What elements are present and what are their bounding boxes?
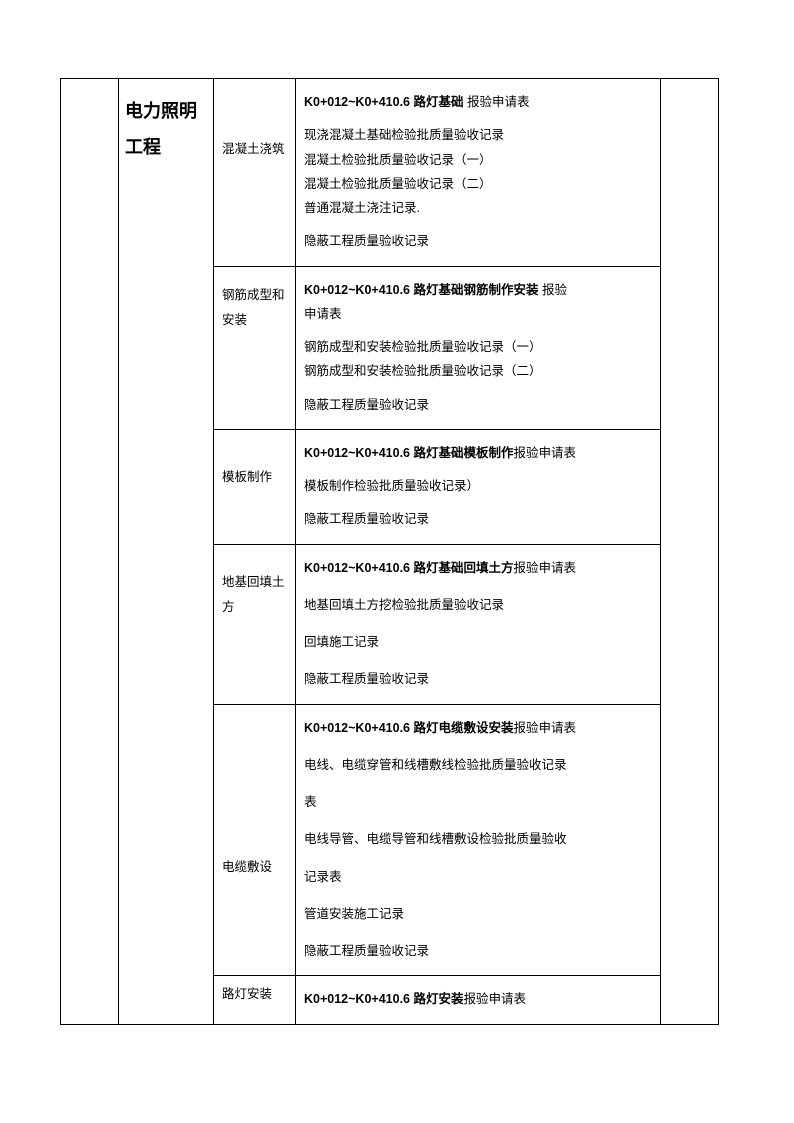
- text-segment: 回填施工记录: [304, 635, 379, 649]
- content-cell: K0+012~K0+410.6 路灯安装报验申请表: [296, 976, 661, 1024]
- content-line: 隐蔽工程质量验收记录: [304, 509, 652, 530]
- text-segment: 报验申请表: [463, 95, 529, 109]
- text-segment: 报验申请表: [463, 992, 526, 1006]
- text-segment: 地基回填土方挖检验批质量验收记录: [304, 598, 504, 612]
- col-blank-left: [61, 79, 119, 1025]
- text-segment: 隐蔽工程质量验收记录: [304, 234, 429, 248]
- content-line: 混凝土检验批质量验收记录（二）: [304, 174, 652, 195]
- text-segment: 报验申请表: [513, 446, 576, 460]
- content-line: K0+012~K0+410.6 路灯基础钢筋制作安装 报验: [304, 280, 652, 301]
- content-line: 地基回填土方挖检验批质量验收记录: [304, 595, 652, 616]
- content-cell: K0+012~K0+410.6 路灯基础模板制作报验申请表模板制作检验批质量验收…: [296, 429, 661, 544]
- text-segment: 电线、电缆穿管和线槽敷线检验批质量验收记录: [304, 758, 567, 772]
- content-line: 现浇混凝土基础检验批质量验收记录: [304, 125, 652, 146]
- sub-category-label: 模板制作: [214, 429, 296, 544]
- content-line: 模板制作检验批质量验收记录）: [304, 476, 652, 497]
- sub-category-label: 路灯安装: [214, 976, 296, 1024]
- sub-category-label: 地基回填土方: [214, 544, 296, 704]
- text-segment: K0+012~K0+410.6 路灯基础模板制作: [304, 446, 513, 460]
- text-segment: 报验申请表: [513, 721, 576, 735]
- text-segment: 记录表: [304, 870, 342, 884]
- engineering-table: 电力照明工程混凝土浇筑K0+012~K0+410.6 路灯基础 报验申请表现浇混…: [60, 78, 719, 1025]
- content-line: 管道安装施工记录: [304, 904, 652, 925]
- text-segment: 钢筋成型和安装检验批质量验收记录（一）: [304, 340, 542, 354]
- content-line: K0+012~K0+410.6 路灯基础 报验申请表: [304, 92, 652, 113]
- category-title: 电力照明工程: [119, 79, 214, 1025]
- content-line: 钢筋成型和安装检验批质量验收记录（二）: [304, 361, 652, 382]
- content-line: 记录表: [304, 867, 652, 888]
- content-line: 隐蔽工程质量验收记录: [304, 395, 652, 416]
- text-segment: 钢筋成型和安装检验批质量验收记录（二）: [304, 364, 542, 378]
- text-segment: 现浇混凝土基础检验批质量验收记录: [304, 128, 504, 142]
- text-segment: 报验申请表: [513, 561, 576, 575]
- content-line: 回填施工记录: [304, 632, 652, 653]
- text-segment: 混凝土检验批质量验收记录（二）: [304, 177, 492, 191]
- col-blank-right: [661, 79, 719, 1025]
- text-segment: 混凝土检验批质量验收记录（一）: [304, 153, 492, 167]
- content-line: 表: [304, 792, 652, 813]
- content-line: K0+012~K0+410.6 路灯基础回填土方报验申请表: [304, 558, 652, 579]
- content-line: 混凝土检验批质量验收记录（一）: [304, 150, 652, 171]
- content-line: 隐蔽工程质量验收记录: [304, 669, 652, 690]
- content-line: K0+012~K0+410.6 路灯电缆敷设安装报验申请表: [304, 718, 652, 739]
- content-cell: K0+012~K0+410.6 路灯基础钢筋制作安装 报验申请表钢筋成型和安装检…: [296, 266, 661, 429]
- text-segment: 申请表: [304, 307, 342, 321]
- content-line: 钢筋成型和安装检验批质量验收记录（一）: [304, 337, 652, 358]
- text-segment: K0+012~K0+410.6 路灯基础: [304, 95, 463, 109]
- content-cell: K0+012~K0+410.6 路灯基础 报验申请表现浇混凝土基础检验批质量验收…: [296, 79, 661, 267]
- content-line: 普通混凝土浇注记录.: [304, 198, 652, 219]
- content-cell: K0+012~K0+410.6 路灯电缆敷设安装报验申请表电线、电缆穿管和线槽敷…: [296, 704, 661, 976]
- text-segment: 隐蔽工程质量验收记录: [304, 398, 429, 412]
- sub-category-label: 混凝土浇筑: [214, 79, 296, 267]
- content-line: 申请表: [304, 304, 652, 325]
- content-line: 电线导管、电缆导管和线槽敷设检验批质量验收: [304, 829, 652, 850]
- content-cell: K0+012~K0+410.6 路灯基础回填土方报验申请表地基回填土方挖检验批质…: [296, 544, 661, 704]
- content-line: 电线、电缆穿管和线槽敷线检验批质量验收记录: [304, 755, 652, 776]
- text-segment: 隐蔽工程质量验收记录: [304, 672, 429, 686]
- content-line: K0+012~K0+410.6 路灯安装报验申请表: [304, 989, 652, 1010]
- text-segment: K0+012~K0+410.6 路灯基础回填土方: [304, 561, 513, 575]
- text-segment: 模板制作检验批质量验收记录）: [304, 479, 479, 493]
- text-segment: 普通混凝土浇注记录.: [304, 201, 420, 215]
- sub-category-label: 电缆敷设: [214, 704, 296, 976]
- text-segment: 电线导管、电缆导管和线槽敷设检验批质量验收: [304, 832, 567, 846]
- text-segment: 管道安装施工记录: [304, 907, 404, 921]
- content-line: K0+012~K0+410.6 路灯基础模板制作报验申请表: [304, 443, 652, 464]
- content-line: 隐蔽工程质量验收记录: [304, 231, 652, 252]
- text-segment: 表: [304, 795, 317, 809]
- text-segment: K0+012~K0+410.6 路灯基础钢筋制作安装: [304, 283, 538, 297]
- sub-category-label: 钢筋成型和安装: [214, 266, 296, 429]
- text-segment: 隐蔽工程质量验收记录: [304, 944, 429, 958]
- content-line: 隐蔽工程质量验收记录: [304, 941, 652, 962]
- text-segment: K0+012~K0+410.6 路灯安装: [304, 992, 463, 1006]
- text-segment: 报验: [538, 283, 566, 297]
- text-segment: 隐蔽工程质量验收记录: [304, 512, 429, 526]
- text-segment: K0+012~K0+410.6 路灯电缆敷设安装: [304, 721, 513, 735]
